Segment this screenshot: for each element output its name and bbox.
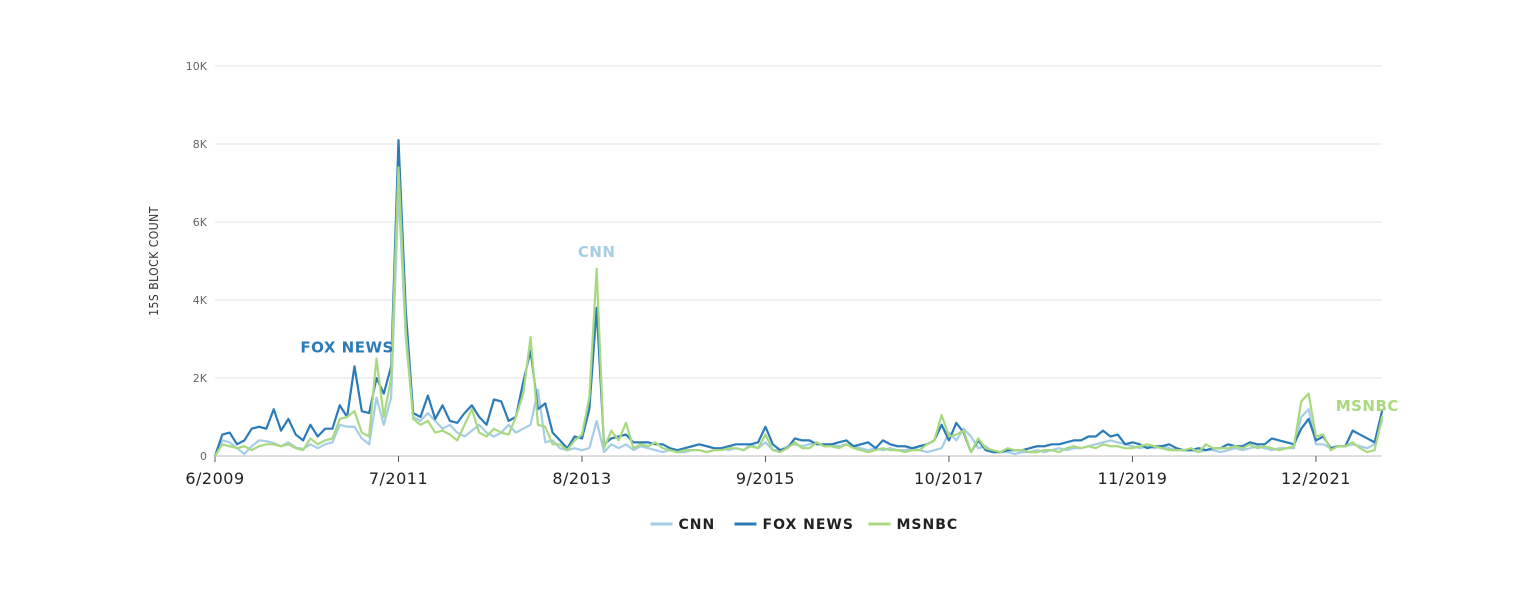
- legend-item-msnbc: MSNBC: [868, 517, 959, 533]
- series-line-fox-news: [213, 139, 1384, 458]
- annotation-cnn: CNN: [578, 243, 616, 261]
- x-axis: 6/2009 7/2011 8/2013 9/2015 10/2017 11/2019 12…: [185, 455, 1382, 488]
- legend-label: MSNBC: [897, 517, 959, 533]
- legend-item-cnn: CNN: [650, 517, 716, 533]
- y-tick-label: 2K: [193, 372, 208, 385]
- x-tick-label: 6/2009: [185, 469, 244, 488]
- legend-label: FOX NEWS: [763, 517, 854, 533]
- y-axis-label: 15S BLOCK COUNT: [147, 206, 161, 316]
- series-line-msnbc: [213, 166, 1384, 458]
- legend-item-fox-news: FOX NEWS: [734, 517, 854, 533]
- y-tick-label: 6K: [193, 216, 208, 229]
- y-tick-label: 10K: [186, 60, 208, 73]
- x-tick-label: 10/2017: [914, 469, 984, 488]
- x-tick-label: 9/2015: [736, 469, 795, 488]
- annotation-fox-news: FOX NEWS: [300, 339, 393, 357]
- x-tick-label: 8/2013: [552, 469, 611, 488]
- x-tick-label: 12/2021: [1281, 469, 1351, 488]
- y-tick-label: 0: [200, 450, 207, 463]
- legend-label: CNN: [679, 517, 716, 533]
- x-tick-label: 7/2011: [369, 469, 428, 488]
- series-lines: [213, 139, 1384, 458]
- y-tick-label: 8K: [193, 138, 208, 151]
- series-annotations: FOX NEWS CNN MSNBC: [300, 243, 1399, 415]
- series-line-cnn: [213, 189, 1384, 458]
- grid-lines: [215, 65, 1382, 379]
- y-axis-ticks: 0 2K 4K 6K 8K 10K: [186, 60, 208, 463]
- x-tick-label: 11/2019: [1097, 469, 1167, 488]
- annotation-msnbc: MSNBC: [1336, 397, 1399, 415]
- legend: CNN FOX NEWS MSNBC: [650, 517, 959, 533]
- y-tick-label: 4K: [193, 294, 208, 307]
